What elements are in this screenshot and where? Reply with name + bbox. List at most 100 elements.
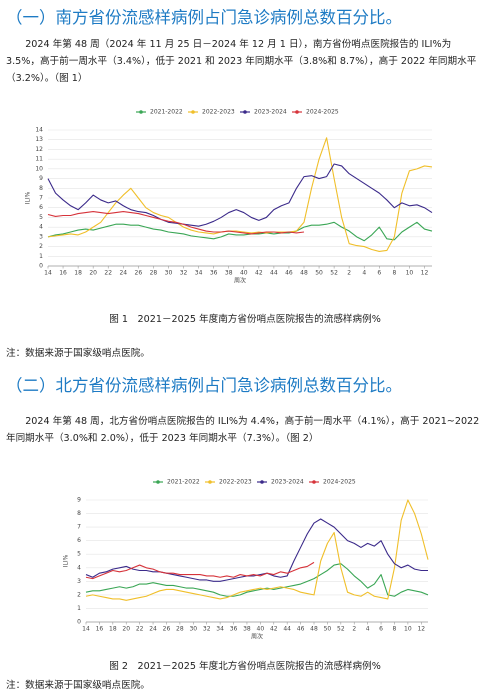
y-tick-label: 0 [39, 263, 43, 270]
y-tick-label: 7 [77, 524, 81, 531]
x-tick-label: 26 [163, 626, 171, 633]
y-tick-label: 5 [77, 551, 81, 558]
y-tick-label: 7 [39, 195, 43, 202]
series-line [85, 518, 428, 582]
y-tick-label: 0 [77, 619, 81, 626]
legend-marker [260, 480, 264, 484]
x-tick-label: 38 [225, 270, 233, 277]
legend-label: 2021-2022 [150, 109, 183, 116]
y-tick-label: 9 [77, 497, 81, 504]
x-tick-label: 52 [337, 626, 345, 633]
y-tick-label: 12 [35, 146, 43, 153]
x-tick-label: 28 [150, 270, 158, 277]
y-tick-label: 3 [77, 578, 81, 585]
x-tick-label: 38 [243, 626, 251, 633]
legend-label: 2022-2023 [202, 109, 235, 116]
x-tick-label: 26 [135, 270, 143, 277]
paragraph: 2024 年第 48 周，北方省份哨点医院报告的 ILI%为 4.4%，高于前一… [6, 416, 480, 444]
x-tick-label: 28 [176, 626, 184, 633]
x-tick-label: 12 [417, 626, 425, 633]
x-axis-label: 周次 [234, 277, 246, 285]
x-tick-label: 40 [257, 626, 265, 633]
y-tick-label: 1 [77, 605, 81, 612]
x-tick-label: 16 [96, 626, 104, 633]
legend-label: 2023-2024 [254, 109, 287, 116]
x-tick-label: 10 [406, 270, 414, 277]
x-tick-label: 46 [285, 270, 293, 277]
x-tick-label: 14 [44, 270, 52, 277]
x-tick-label: 30 [189, 626, 197, 633]
x-tick-label: 36 [230, 626, 238, 633]
x-tick-label: 40 [240, 270, 248, 277]
x-tick-label: 46 [297, 626, 305, 633]
y-tick-label: 3 [39, 233, 43, 240]
x-tick-label: 34 [216, 626, 224, 633]
legend-marker [243, 110, 247, 114]
x-tick-label: 48 [300, 270, 308, 277]
legend-marker [312, 480, 316, 484]
x-tick-label: 50 [315, 270, 323, 277]
x-tick-label: 44 [270, 270, 278, 277]
x-tick-label: 18 [74, 270, 82, 277]
x-tick-label: 48 [310, 626, 318, 633]
y-tick-label: 4 [39, 224, 43, 231]
legend-label: 2023-2024 [271, 479, 304, 486]
x-tick-label: 6 [379, 626, 383, 633]
x-tick-label: 18 [109, 626, 117, 633]
caption: 图 1 2021－2025 年度南方省份哨点医院报告的流感样病例% [109, 314, 381, 325]
x-tick-label: 4 [362, 270, 366, 277]
x-axis-label: 周次 [251, 633, 263, 641]
y-axis-label: ILI% [63, 554, 70, 567]
x-tick-label: 42 [270, 626, 278, 633]
legend-marker [295, 110, 299, 114]
y-tick-label: 14 [35, 127, 43, 134]
legend-marker [208, 480, 212, 484]
heading: （二）北方省份流感样病例占门急诊病例总数百分比。 [6, 376, 402, 395]
x-tick-label: 24 [119, 270, 127, 277]
x-tick-label: 24 [149, 626, 157, 633]
x-tick-label: 22 [104, 270, 112, 277]
series-line [47, 211, 305, 235]
x-tick-label: 44 [283, 626, 291, 633]
series-line [47, 137, 433, 252]
y-tick-label: 9 [39, 175, 43, 182]
x-tick-label: 52 [330, 270, 338, 277]
y-tick-label: 6 [77, 537, 81, 544]
caption: 图 2 2021－2025 年度北方省份哨点医院报告的流感样病例% [109, 661, 381, 672]
x-tick-label: 42 [255, 270, 263, 277]
y-tick-label: 2 [39, 243, 43, 250]
x-tick-label: 32 [180, 270, 188, 277]
legend-marker [191, 110, 195, 114]
x-tick-label: 14 [82, 626, 90, 633]
y-tick-label: 10 [35, 165, 43, 172]
y-tick-label: 1 [39, 253, 43, 260]
x-tick-label: 50 [324, 626, 332, 633]
legend-label: 2022-2023 [219, 479, 252, 486]
x-tick-label: 30 [165, 270, 173, 277]
y-tick-label: 8 [39, 185, 43, 192]
x-tick-label: 16 [59, 270, 67, 277]
x-tick-label: 32 [203, 626, 211, 633]
legend-label: 2024-2025 [323, 479, 356, 486]
x-tick-label: 4 [366, 626, 370, 633]
x-tick-label: 36 [210, 270, 218, 277]
series-line [85, 561, 315, 580]
y-tick-label: 6 [39, 204, 43, 211]
y-tick-label: 5 [39, 214, 43, 221]
paragraph: 2024 年第 48 周（2024 年 11 月 25 日－2024 年 12 … [6, 39, 477, 84]
note: 注：数据来源于国家级哨点医院。 [6, 348, 150, 359]
x-tick-label: 20 [122, 626, 130, 633]
legend-marker [156, 480, 160, 484]
legend-label: 2024-2025 [306, 109, 339, 116]
x-tick-label: 34 [195, 270, 203, 277]
y-tick-label: 13 [35, 136, 43, 143]
legend-label: 2021-2022 [167, 479, 200, 486]
x-tick-label: 22 [136, 626, 144, 633]
y-axis-label: ILI% [25, 191, 32, 204]
x-tick-label: 10 [404, 626, 412, 633]
y-tick-label: 4 [77, 564, 81, 571]
series-line [47, 221, 433, 242]
